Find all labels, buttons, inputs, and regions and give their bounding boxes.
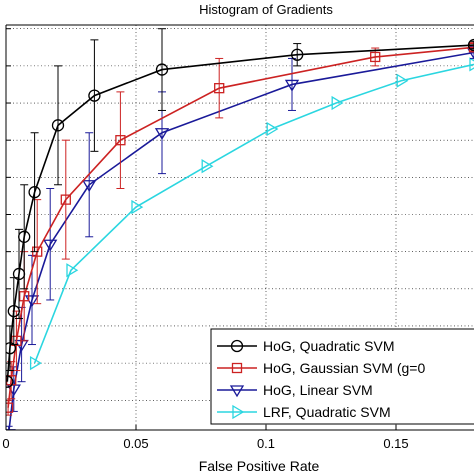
data-point [12, 267, 26, 281]
data-point [6, 375, 14, 388]
series-circle [6, 28, 474, 388]
x-tick-label: 0 [2, 436, 9, 451]
grid [6, 25, 474, 430]
data-point [469, 57, 474, 72]
series-layer [6, 28, 474, 430]
data-point [230, 339, 244, 353]
data-point [66, 263, 79, 278]
data-point [201, 159, 214, 174]
legend-items: HoG, Quadratic SVM HoG, Gaussian SVM (g=0… [217, 338, 425, 420]
data-point [43, 239, 58, 252]
legend-item: LRF, Quadratic SVM [217, 404, 391, 420]
legend-item: HoG, Quadratic SVM [217, 338, 395, 354]
data-point [11, 335, 22, 346]
data-point [396, 73, 409, 88]
legend-label: HoG, Quadratic SVM [263, 338, 395, 354]
data-point [229, 385, 245, 398]
data-point [18, 230, 31, 243]
x-axis-label: False Positive Rate [199, 458, 320, 474]
legend-label: LRF, Quadratic SVM [263, 404, 391, 420]
data-point [331, 95, 344, 111]
data-point [6, 342, 17, 355]
data-point [370, 51, 381, 63]
x-tick-label: 0.1 [257, 436, 275, 451]
data-point [214, 83, 225, 94]
legend-label: HoG, Gaussian SVM (g=0 [263, 360, 425, 376]
data-point [88, 89, 101, 102]
data-point [466, 47, 474, 60]
data-point [154, 128, 170, 141]
data-point [284, 79, 300, 92]
data-point [7, 304, 20, 318]
data-point [29, 355, 42, 371]
data-point [19, 291, 30, 302]
data-point [291, 48, 304, 61]
data-point [155, 63, 169, 76]
legend-label: HoG, Linear SVM [263, 382, 373, 398]
series-line [8, 51, 474, 430]
data-point [51, 119, 65, 132]
series-line [33, 63, 474, 364]
x-axis-ticks: 0 0.05 0.1 0.15 [2, 28, 409, 451]
legend-box [210, 328, 474, 425]
data-point [115, 135, 126, 146]
series-line [6, 44, 474, 382]
data-point [28, 186, 41, 199]
data-point [131, 199, 144, 215]
data-point [467, 38, 474, 52]
legend-item: HoG, Linear SVM [217, 382, 373, 398]
data-point [232, 404, 245, 420]
data-point [82, 180, 97, 193]
x-tick-label: 0.05 [123, 436, 148, 451]
data-point [60, 194, 71, 205]
data-point [6, 402, 14, 413]
data-point [266, 121, 279, 137]
chart-title: Histogram of Gradients [199, 2, 333, 17]
legend: HoG, Quadratic SVM HoG, Gaussian SVM (g=0… [210, 328, 474, 425]
x-tick-label: 0.15 [383, 436, 408, 451]
series-line [7, 46, 474, 408]
legend-item: HoG, Gaussian SVM (g=0 [217, 360, 425, 376]
series-triangle-right [29, 57, 474, 371]
data-point [231, 362, 243, 374]
